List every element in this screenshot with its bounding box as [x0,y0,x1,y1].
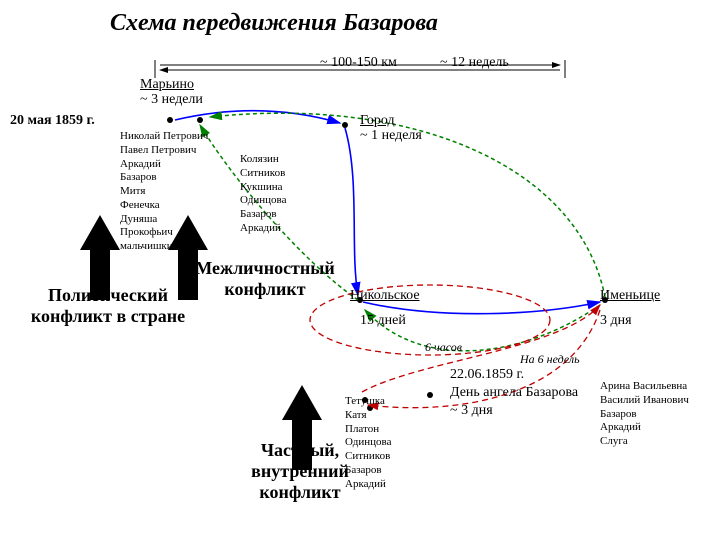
person-item: Базаров [120,171,240,185]
marino-name: Марьино [140,77,194,93]
travel-6h: 6 часов [425,340,462,355]
node-marino [167,117,173,123]
person-item: Прокофьич [120,226,240,240]
person-item: Павел Петрович [120,144,240,158]
imenitse-people-list: Арина ВасильевнаВасилий ИвановичБазаровА… [600,380,720,449]
gorod-people-list: КолязинСитниковКукшинаОдинцоваБазаровАрк… [240,153,330,236]
conflict-private: Частный, внутренний конфликт [215,440,385,503]
gorod-name: Город [360,113,395,129]
weeks-label: ~ 12 недель [440,55,509,71]
person-item: Ситников [240,167,330,181]
person-item: Платон [345,423,435,437]
person-item: Василий Иванович [600,394,720,408]
person-item: Митя [120,185,240,199]
conflict-political: Политический конфликт в стране [28,285,188,327]
travel-6w: На 6 недель [520,352,580,367]
event-date: 22.06.1859 г. [450,367,524,383]
nik-name: Никольское [350,288,420,304]
person-item: Арина Васильевна [600,380,720,394]
distance-label: ~ 100-150 км [320,55,397,71]
person-item: Аркадий [600,421,720,435]
person-item: Аркадий [240,222,330,236]
person-item: Базаров [240,208,330,222]
imen-dur: 3 дня [600,313,632,329]
marino-dur: ~ 3 недели [140,92,203,108]
person-item: мальчишки [120,240,240,254]
person-item: Кукшина [240,181,330,195]
person-item: Дуняша [120,213,240,227]
start-date: 20 мая 1859 г. [10,113,95,129]
person-item: Базаров [600,408,720,422]
marino-people-list: Николай ПетровичПавел ПетровичАркадийБаз… [120,130,240,254]
person-item: Тетушка [345,395,435,409]
person-item: Аркадий [120,158,240,172]
event-line2: День ангела Базарова [450,385,578,401]
imen-name: Именьице [600,288,660,304]
person-item: Катя [345,409,435,423]
diagram-title: Схема передвижения Базарова [110,10,438,37]
person-item: Слуга [600,435,720,449]
conflict-interpersonal: Межличностный конфликт [180,258,350,300]
event-line3: ~ 3 дня [450,403,493,419]
gorod-dur: ~ 1 неделя [360,128,422,144]
person-item: Фенечка [120,199,240,213]
person-item: Одинцова [240,194,330,208]
person-item: Колязин [240,153,330,167]
node-gorod [342,122,348,128]
person-item: Николай Петрович [120,130,240,144]
nik-dur: 15 дней [360,313,406,329]
